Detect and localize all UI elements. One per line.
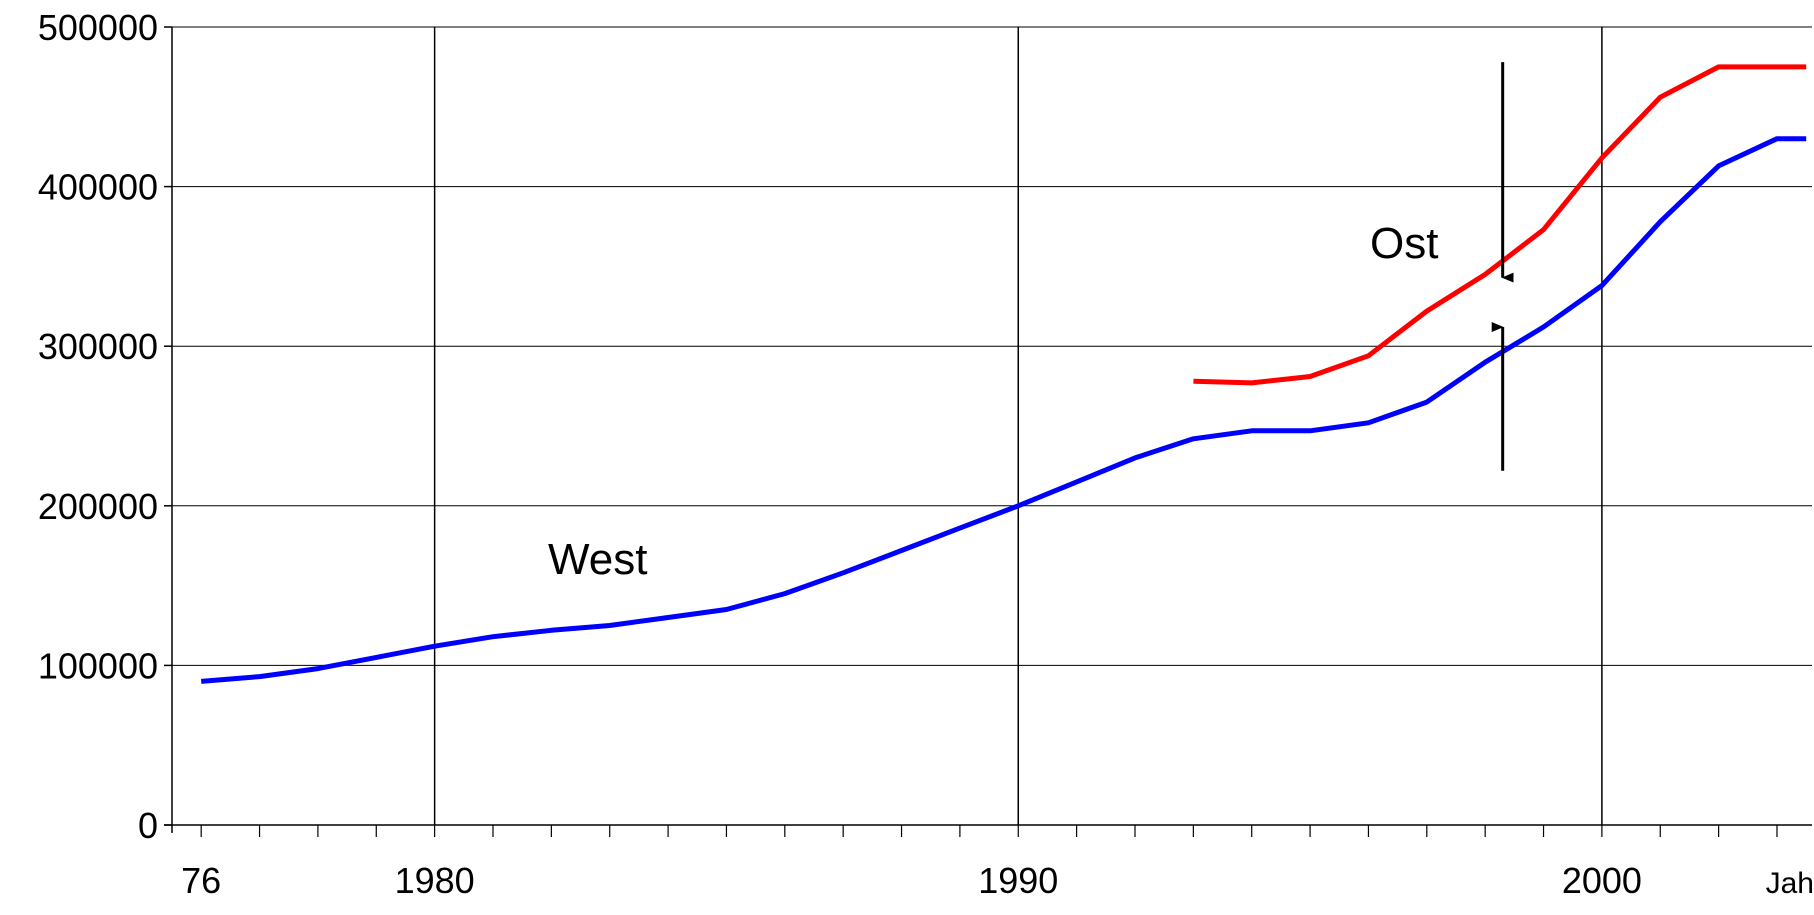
data-point-west-5 [491, 635, 495, 639]
data-point-west-17 [1191, 437, 1195, 441]
data-point-west-28 [1804, 137, 1808, 141]
series-label-ost: Ost [1370, 219, 1438, 268]
data-point-west-9 [724, 608, 728, 612]
data-point-ost-5 [1483, 272, 1487, 276]
data-point-west-14 [1016, 504, 1020, 508]
y-tick-label-2: 200000 [38, 486, 158, 527]
data-point-west-20 [1366, 421, 1370, 425]
series-group [199, 64, 1808, 684]
x-tick-label-1: 1980 [395, 860, 475, 901]
data-point-west-21 [1425, 400, 1429, 404]
y-tick-label-1: 100000 [38, 645, 158, 686]
data-point-west-6 [549, 628, 553, 632]
data-point-west-13 [958, 526, 962, 530]
grid [172, 26, 1812, 825]
axes [164, 26, 1812, 837]
data-point-ost-9 [1717, 65, 1721, 69]
y-tick-label-5: 500000 [38, 7, 158, 48]
labels: 0 100000 200000 300000 400000 500000 76 1980 199… [38, 7, 1814, 901]
data-point-ost-1 [1250, 381, 1254, 385]
data-point-ost-8 [1658, 95, 1662, 99]
y-tick-label-0: 0 [138, 805, 158, 846]
data-point-ost-10 [1775, 65, 1779, 69]
data-point-west-24 [1600, 284, 1604, 288]
data-point-west-11 [841, 571, 845, 575]
x-tick-label-2: 1990 [978, 860, 1058, 901]
x-axis-unit-label: Jah [1766, 867, 1814, 900]
data-point-west-16 [1133, 456, 1137, 460]
data-point-west-23 [1542, 325, 1546, 329]
series-line-west [200, 136, 1807, 684]
data-point-west-18 [1250, 429, 1254, 433]
data-point-west-3 [374, 655, 378, 659]
data-point-west-10 [783, 592, 787, 596]
data-point-west-22 [1483, 360, 1487, 364]
data-point-west-1 [258, 675, 262, 679]
data-point-west-15 [1075, 480, 1079, 484]
data-point-west-19 [1308, 429, 1312, 433]
data-point-ost-11 [1804, 65, 1808, 69]
data-point-west-25 [1658, 220, 1662, 224]
data-point-ost-3 [1366, 354, 1370, 358]
data-point-ost-6 [1542, 228, 1546, 232]
data-point-west-26 [1717, 164, 1721, 168]
data-point-west-8 [666, 616, 670, 620]
data-point-ost-0 [1191, 379, 1195, 383]
data-point-west-27 [1775, 137, 1779, 141]
data-point-ost-7 [1600, 156, 1604, 160]
series-label-west: West [548, 535, 647, 584]
series-line-ost [1193, 64, 1807, 386]
y-tick-label-4: 400000 [38, 167, 158, 208]
data-point-west-7 [608, 624, 612, 628]
y-tick-label-3: 300000 [38, 326, 158, 367]
data-point-west-0 [199, 679, 203, 683]
x-tick-label-3: 2000 [1562, 860, 1642, 901]
data-point-west-12 [900, 548, 904, 552]
data-point-ost-4 [1425, 309, 1429, 313]
data-point-west-2 [316, 667, 320, 671]
data-point-west-4 [433, 644, 437, 648]
x-tick-label-0: 76 [181, 860, 221, 901]
data-point-ost-2 [1308, 375, 1312, 379]
